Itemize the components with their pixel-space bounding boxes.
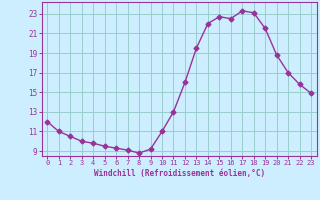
X-axis label: Windchill (Refroidissement éolien,°C): Windchill (Refroidissement éolien,°C) (94, 169, 265, 178)
